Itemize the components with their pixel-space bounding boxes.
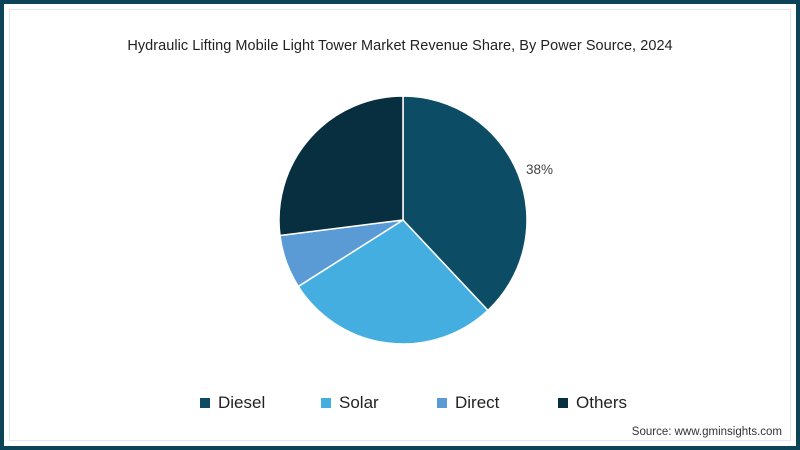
pie-slice-solar xyxy=(297,219,489,345)
legend-label: Solar xyxy=(339,393,379,412)
legend-swatch-diesel xyxy=(200,398,210,408)
pie-slice-diesel xyxy=(402,95,528,312)
legend-label: Direct xyxy=(455,393,500,412)
chart-title: Hydraulic Lifting Mobile Light Tower Mar… xyxy=(127,38,673,54)
source-note: Source: www.gminsights.com xyxy=(631,426,782,438)
diesel-data-label: 38% xyxy=(526,162,554,177)
legend-item-solar: Solar xyxy=(321,393,379,413)
legend: Diesel Solar Direct Others xyxy=(0,393,800,415)
legend-swatch-others xyxy=(558,398,568,408)
legend-item-others: Others xyxy=(558,393,627,413)
legend-label: Others xyxy=(576,393,628,412)
legend-item-direct: Direct xyxy=(437,393,499,413)
legend-label: Diesel xyxy=(218,393,266,412)
legend-swatch-solar xyxy=(321,398,331,408)
legend-item-diesel: Diesel xyxy=(200,393,265,413)
pie-slice-others xyxy=(278,95,404,237)
legend-swatch-direct xyxy=(437,398,447,408)
